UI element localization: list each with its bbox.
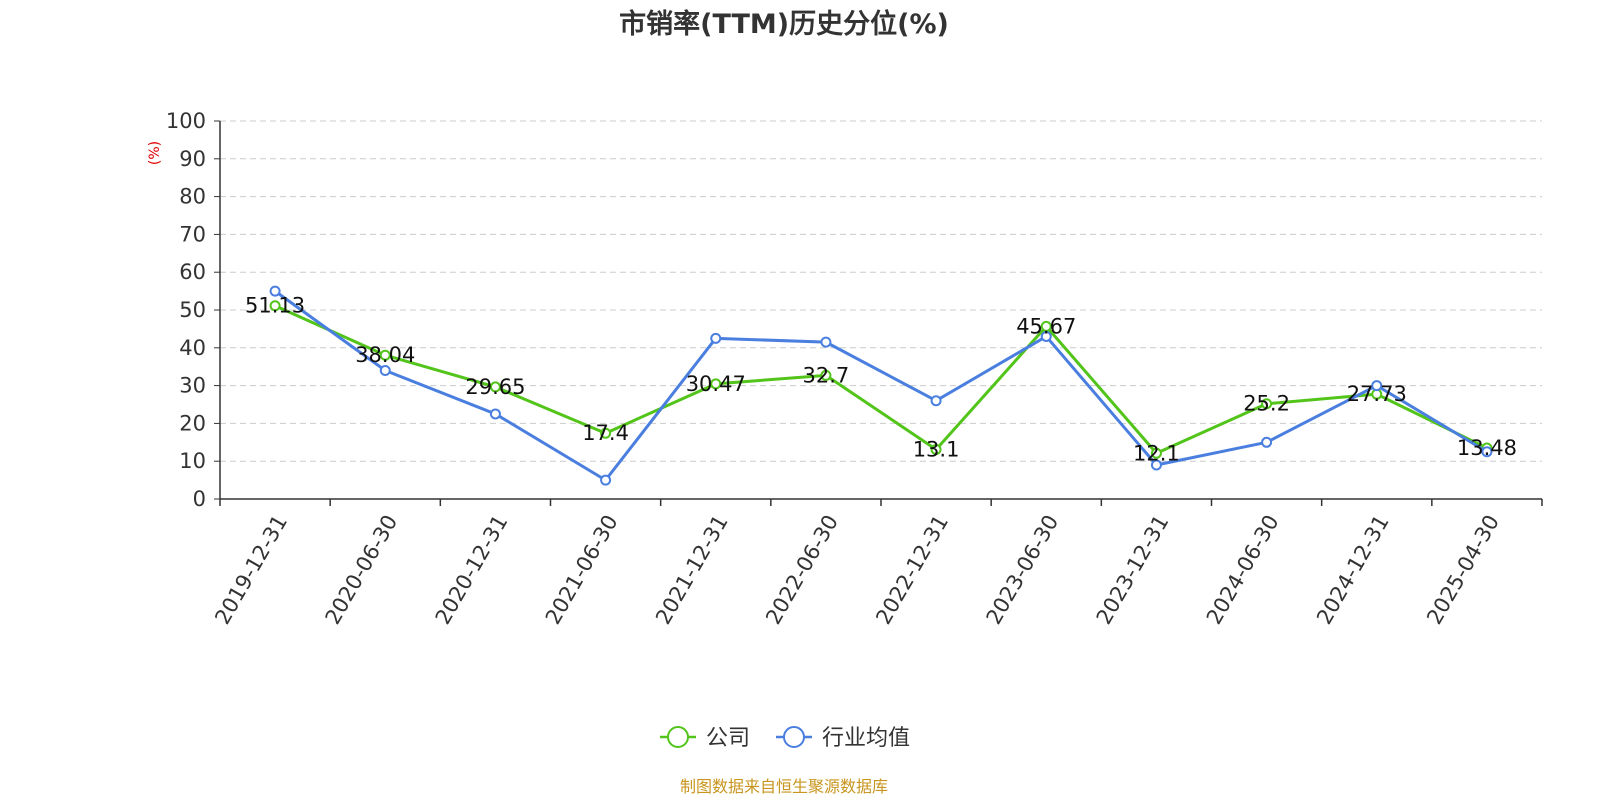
data-point — [820, 369, 832, 381]
legend-label: 行业均值 — [822, 726, 910, 751]
y-tick-label: 0 — [193, 487, 206, 511]
y-tick-label: 100 — [166, 109, 206, 133]
x-tick-label: 2023-06-30 — [982, 511, 1064, 629]
x-tick-label: 2023-12-31 — [1092, 511, 1174, 629]
chart-title: 市销率(TTM)历史分位(%) — [619, 8, 949, 40]
legend-marker — [667, 726, 689, 748]
x-tick-label: 2020-06-30 — [321, 511, 403, 629]
x-tick-label: 2024-12-31 — [1312, 511, 1394, 629]
data-point — [489, 408, 501, 420]
data-point — [710, 378, 722, 390]
data-label: 13.48 — [1457, 436, 1517, 460]
data-point — [600, 474, 612, 486]
y-tick-label: 40 — [179, 336, 206, 360]
data-point — [1150, 447, 1162, 459]
x-tick-label: 2021-06-30 — [541, 511, 623, 629]
data-point — [1261, 398, 1273, 410]
data-point — [269, 300, 281, 312]
y-tick-label: 50 — [179, 298, 206, 322]
y-tick-label: 30 — [179, 374, 206, 398]
x-tick-label: 2021-12-31 — [651, 511, 733, 629]
y-tick-label: 80 — [179, 185, 206, 209]
data-point — [379, 349, 391, 361]
data-point — [1040, 330, 1052, 342]
data-point — [1371, 380, 1383, 392]
data-labels: 51.13 38.04 29.65 17.4 30.47 32.7 13.1 45.67 12.… — [245, 294, 1517, 466]
legend-marker — [783, 726, 805, 748]
legend: 公司 行业均值 — [660, 726, 910, 751]
y-tick-label: 20 — [179, 411, 206, 435]
source-note: 制图数据来自恒生聚源数据库 — [680, 777, 888, 796]
x-tick-label: 2022-06-30 — [761, 511, 843, 629]
y-tick-label: 70 — [179, 222, 206, 246]
data-label: 13.1 — [913, 437, 960, 461]
axes: 0 10 20 30 40 50 60 70 80 90 100 2019-12-31 2020-06-… — [166, 109, 1543, 629]
data-label: 45.67 — [1016, 314, 1076, 338]
data-point — [489, 381, 501, 393]
data-point — [710, 332, 722, 344]
data-point — [269, 285, 281, 297]
x-tick-label: 2022-12-31 — [871, 511, 953, 629]
data-label: 30.47 — [686, 372, 746, 396]
y-tick-label: 60 — [179, 260, 206, 284]
legend-item-1: 公司 — [660, 726, 750, 751]
legend-label: 公司 — [706, 726, 750, 751]
y-tick-label: 90 — [179, 147, 206, 171]
x-tick-label: 2024-06-30 — [1202, 511, 1284, 629]
y-axis-label: (%) — [147, 141, 163, 165]
data-point — [820, 336, 832, 348]
data-point — [1481, 446, 1493, 458]
x-tick-label: 2025-04-30 — [1422, 511, 1504, 629]
y-tick-label: 10 — [179, 449, 206, 473]
data-point — [1261, 436, 1273, 448]
data-point — [1040, 320, 1052, 332]
data-point — [379, 364, 391, 376]
data-label: 25.2 — [1243, 392, 1290, 416]
data-label: 29.65 — [465, 375, 525, 399]
data-point — [930, 443, 942, 455]
series — [269, 285, 1493, 486]
grid-lines — [220, 120, 1542, 462]
x-tick-label: 2020-12-31 — [431, 511, 513, 629]
data-label: 17.4 — [582, 421, 629, 445]
x-tick-label: 2019-12-31 — [210, 511, 292, 629]
data-label: 38.04 — [355, 343, 415, 367]
series-line-1 — [274, 304, 1488, 455]
data-label: 32.7 — [803, 363, 850, 387]
data-point — [1150, 459, 1162, 471]
data-label: 51.13 — [245, 294, 305, 318]
data-point — [600, 427, 612, 439]
data-label: 27.73 — [1347, 382, 1407, 406]
series-line-2 — [274, 289, 1488, 482]
data-point — [930, 395, 942, 407]
legend-item-2: 行业均值 — [776, 726, 910, 751]
data-label: 12.1 — [1133, 441, 1180, 465]
